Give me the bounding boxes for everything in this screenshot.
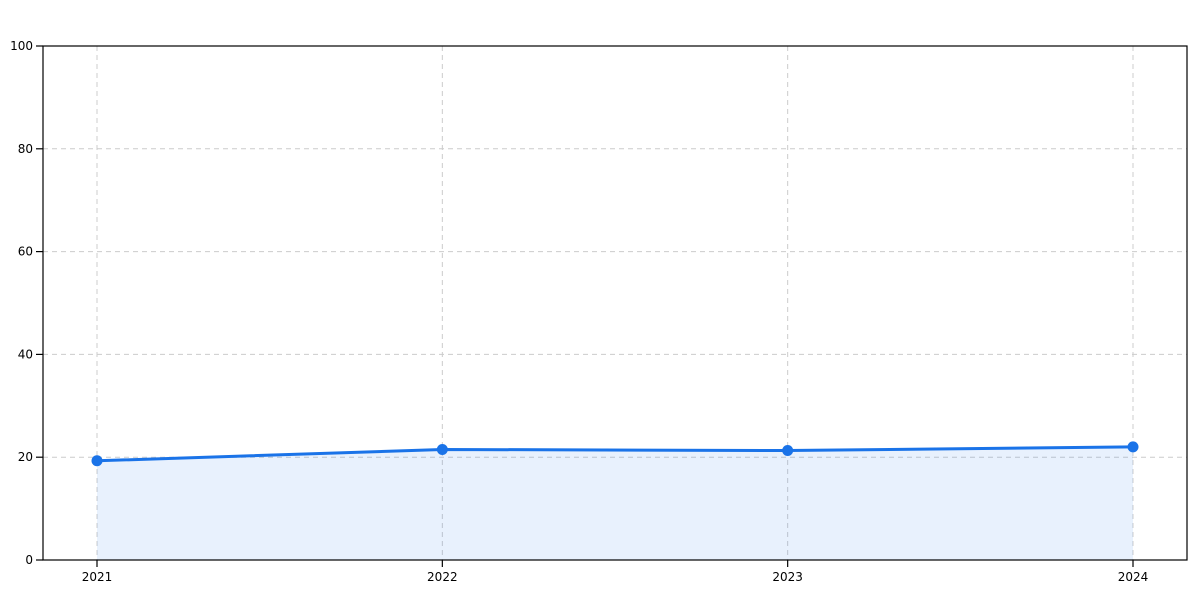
x-tick-label: 2022	[427, 570, 458, 584]
x-tick-label: 2021	[82, 570, 113, 584]
data-point-marker	[436, 443, 448, 455]
trend-line	[95, 445, 1135, 463]
y-tick-label: 20	[18, 450, 33, 464]
y-tick-label: 100	[10, 39, 33, 53]
data-point-marker	[782, 445, 794, 457]
area-fill	[97, 446, 1133, 560]
y-tick-label: 60	[18, 245, 33, 259]
y-tick-label: 80	[18, 142, 33, 156]
y-tick-label: 40	[18, 347, 33, 361]
data-point-marker	[1127, 441, 1139, 453]
x-tick-label: 2023	[772, 570, 803, 584]
plot-border	[42, 45, 1188, 561]
data-point-marker	[91, 455, 103, 467]
x-tick-label: 2024	[1118, 570, 1149, 584]
y-tick-label: 0	[25, 553, 33, 567]
